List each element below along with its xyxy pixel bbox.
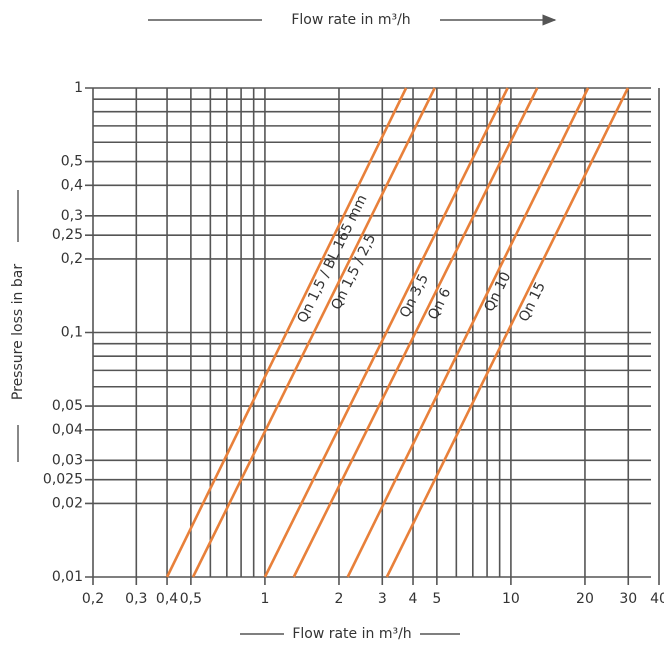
series-line	[385, 87, 630, 578]
x-tick-label: 20	[576, 591, 594, 607]
x-axis-title: Flow rate in m³/h	[292, 626, 411, 642]
x-tick-label: 5	[432, 591, 441, 607]
x-tick-label: 30	[619, 591, 637, 607]
y-axis-title: Pressure loss in bar	[10, 264, 26, 400]
x-tick-label: 0,4	[156, 591, 178, 607]
x-tick-label: 10	[502, 591, 520, 607]
x-tick-label: 2	[335, 591, 344, 607]
series-line	[292, 87, 539, 578]
x-tick-label: 0,2	[82, 591, 104, 607]
y-tick-label: 0,03	[52, 452, 83, 468]
y-tick-label: 0,01	[52, 569, 83, 585]
series-line	[191, 87, 436, 578]
left-axis-title: Pressure loss in bar	[10, 190, 26, 462]
y-tick-label: 0,05	[52, 398, 83, 414]
x-tick-label: 1	[260, 591, 269, 607]
series-line	[346, 87, 590, 578]
series-label: Qn 15	[516, 280, 549, 325]
x-tick-label: 40	[650, 591, 664, 607]
y-tick-label: 0,5	[61, 154, 83, 170]
x-tick-label: 4	[409, 591, 418, 607]
x-tick-label: 0,5	[180, 591, 202, 607]
y-tick-label: 0,25	[52, 227, 83, 243]
y-tick-label: 0,3	[61, 208, 83, 224]
y-tick-label: 0,04	[52, 422, 83, 438]
series-line	[165, 87, 408, 578]
top-axis-title: Flow rate in m³/h	[148, 12, 557, 28]
y-tick-label: 0,1	[61, 325, 83, 341]
y-tick-label: 0,4	[61, 177, 83, 193]
y-tick-label: 0,2	[61, 251, 83, 267]
series-line	[263, 87, 509, 578]
x-tick-label: 0,3	[125, 591, 147, 607]
y-tick-label: 0,025	[43, 472, 83, 488]
x-axis-title-top: Flow rate in m³/h	[291, 12, 410, 28]
y-tick-label: 0,02	[52, 495, 83, 511]
bottom-axis-title: Flow rate in m³/h	[240, 626, 460, 642]
y-tick-label: 1	[74, 80, 83, 96]
x-tick-label: 3	[378, 591, 387, 607]
